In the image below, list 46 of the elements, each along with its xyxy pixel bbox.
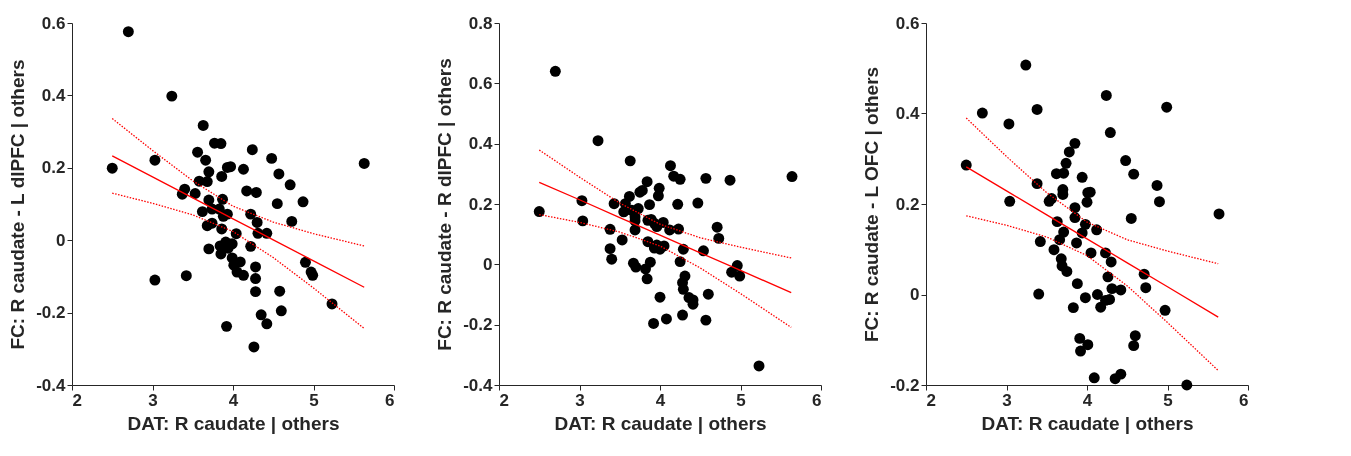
y-tick-label: 0.4 xyxy=(895,104,921,123)
y-axis-title: FC: R caudate - L dlPFC | others xyxy=(7,59,29,350)
x-tick-label: 4 xyxy=(655,390,666,410)
x-tick-label: 3 xyxy=(575,390,585,410)
x-tick-label: 3 xyxy=(1002,390,1012,410)
y-tick-label: 0 xyxy=(910,285,920,304)
x-tick-label: 6 xyxy=(385,390,395,410)
y-tick-label: -0.2 xyxy=(36,303,66,323)
x-tick-label: 6 xyxy=(812,390,822,410)
line-series xyxy=(538,149,792,259)
y-tick-label: 0 xyxy=(56,230,66,250)
y-axis-title: FC: R caudate - R dlPFC | others xyxy=(434,58,456,351)
y-tick-label: 0 xyxy=(483,254,493,274)
x-axis-title: DAT: R caudate | others xyxy=(127,412,340,434)
x-tick-label: 4 xyxy=(228,390,239,410)
y-tick-label: 0.4 xyxy=(41,85,67,105)
y-tick-label: -0.2 xyxy=(463,315,493,335)
x-tick-label: 6 xyxy=(1239,390,1249,410)
line-series xyxy=(965,215,1219,372)
y-tick-label: 0.6 xyxy=(468,73,493,93)
x-tick-label: 2 xyxy=(926,390,936,410)
x-tick-label: 2 xyxy=(72,390,82,410)
y-tick-label: -0.4 xyxy=(463,375,494,395)
y-tick-label: 0.4 xyxy=(468,134,494,154)
y-tick-label: 0.2 xyxy=(468,194,493,214)
x-tick-label: 5 xyxy=(309,390,319,410)
y-tick-label: 0.6 xyxy=(895,13,920,33)
x-tick-label: 5 xyxy=(1163,390,1173,410)
line-series xyxy=(111,155,365,288)
x-axis-title: DAT: R caudate | others xyxy=(554,412,767,434)
line-series xyxy=(111,192,365,330)
x-tick-label: 5 xyxy=(736,390,746,410)
x-axis-title: DAT: R caudate | others xyxy=(981,412,1194,434)
y-tick-label: 0.2 xyxy=(41,158,66,178)
y-tick-label: 0.6 xyxy=(41,13,66,33)
y-tick-label: 0.2 xyxy=(895,194,920,214)
x-tick-label: 2 xyxy=(499,390,509,410)
y-tick-label: -0.4 xyxy=(36,375,67,395)
line-series xyxy=(965,117,1219,265)
y-tick-label: -0.2 xyxy=(890,375,920,395)
line-series xyxy=(111,117,365,247)
x-tick-label: 3 xyxy=(148,390,158,410)
x-tick-label: 4 xyxy=(1082,390,1093,410)
y-axis-title: FC: R caudate - L OFC | others xyxy=(861,66,883,343)
line-series xyxy=(538,181,792,294)
y-tick-label: 0.8 xyxy=(468,13,493,33)
